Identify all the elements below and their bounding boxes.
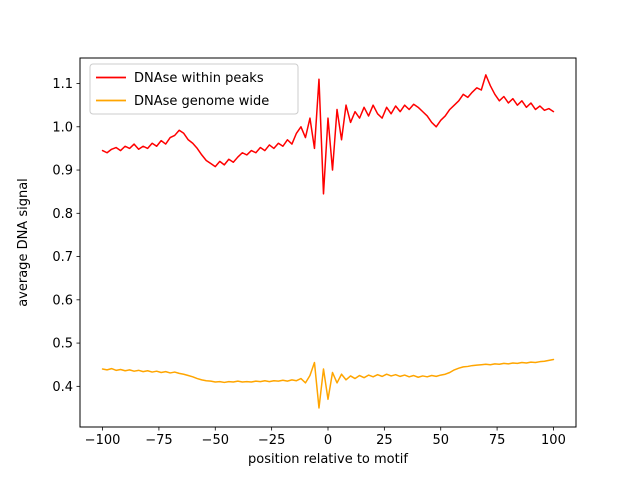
y-tick-label: 0.7 <box>52 250 73 265</box>
y-tick-label: 0.4 <box>52 380 73 395</box>
x-tick-label: −75 <box>145 433 172 448</box>
y-tick-label: 0.9 <box>52 164 73 179</box>
x-tick-label: 0 <box>324 433 332 448</box>
series-line-dnase-genome-wide <box>101 358 555 409</box>
x-tick-label: 50 <box>432 433 449 448</box>
x-tick-label: −25 <box>258 433 285 448</box>
axes-spines <box>79 57 577 428</box>
x-tick-label: −100 <box>85 433 121 448</box>
y-tick-label: 0.5 <box>52 337 73 352</box>
legend-box <box>89 63 299 115</box>
series-line-dnase-within-peaks <box>101 74 555 195</box>
y-tick-label: 1.1 <box>52 77 73 92</box>
legend: DNAse within peaks DNAse genome wide <box>89 63 299 115</box>
legend-label-dnase-genome-wide: DNAse genome wide <box>134 94 269 109</box>
x-axis-label: position relative to motif <box>248 452 408 467</box>
x-tick-label: −50 <box>202 433 229 448</box>
y-tick-label: 1.0 <box>52 120 73 135</box>
series-layer <box>101 74 555 409</box>
legend-label-dnase-within-peaks: DNAse within peaks <box>134 71 264 86</box>
x-tick-label: 100 <box>541 433 566 448</box>
ticks-layer: −100 −75 −50 −25 0 25 50 75 100 0.4 0.5 0.6 0.7 0.8 0.… <box>52 77 566 448</box>
x-tick-label: 25 <box>376 433 393 448</box>
x-tick-label: 75 <box>489 433 506 448</box>
y-tick-label: 0.6 <box>52 293 73 308</box>
y-tick-label: 0.8 <box>52 207 73 222</box>
y-axis-label: average DNA signal <box>16 178 31 307</box>
